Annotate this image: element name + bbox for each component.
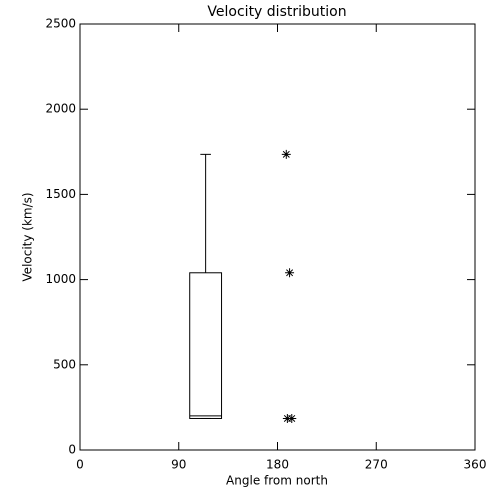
x-tick-label: 180 <box>266 458 289 472</box>
x-tick-label: 360 <box>464 458 487 472</box>
y-tick-label: 1500 <box>45 187 76 201</box>
y-axis-label: Velocity (km/s) <box>21 192 35 281</box>
box <box>189 272 223 419</box>
asterisk-marker <box>285 268 295 278</box>
asterisk-marker <box>281 149 291 159</box>
y-tick-label: 0 <box>68 443 76 457</box>
x-tick-label: 90 <box>171 458 186 472</box>
plot-frame <box>79 23 476 451</box>
y-tick-label: 2500 <box>45 17 76 31</box>
x-tick-label: 270 <box>365 458 388 472</box>
x-axis-label: Angle from north <box>226 474 328 488</box>
x-tick-label: 0 <box>76 458 84 472</box>
y-tick-label: 2000 <box>45 102 76 116</box>
chart-title: Velocity distribution <box>207 4 346 20</box>
y-tick-label: 500 <box>53 357 76 371</box>
y-tick-label: 1000 <box>45 272 76 286</box>
asterisk-marker <box>287 413 297 423</box>
